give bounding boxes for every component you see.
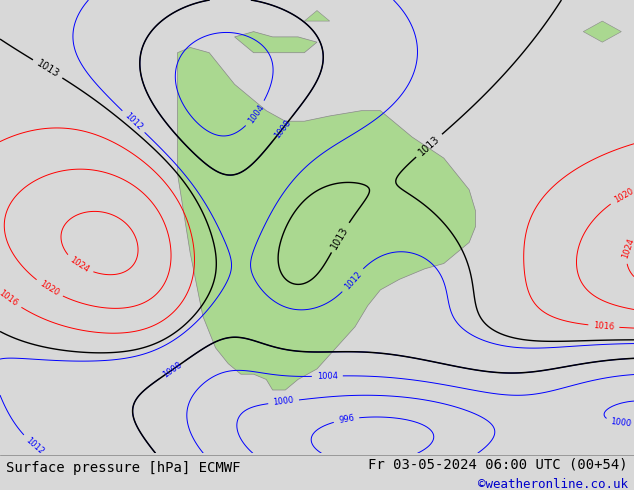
Text: 1013: 1013 <box>417 134 441 157</box>
Text: 1016: 1016 <box>593 321 615 332</box>
Text: ©weatheronline.co.uk: ©weatheronline.co.uk <box>477 478 628 490</box>
Text: 1020: 1020 <box>612 186 634 205</box>
Text: 1013: 1013 <box>330 224 351 250</box>
Polygon shape <box>583 21 621 42</box>
Text: 1024: 1024 <box>68 255 91 274</box>
Polygon shape <box>235 32 317 53</box>
Text: Surface pressure [hPa] ECMWF: Surface pressure [hPa] ECMWF <box>6 461 241 475</box>
Text: 1020: 1020 <box>38 279 61 298</box>
Text: 1004: 1004 <box>317 371 338 381</box>
Text: 1008: 1008 <box>161 360 183 380</box>
Polygon shape <box>178 48 476 390</box>
Text: 1012: 1012 <box>123 111 144 132</box>
Text: 1004: 1004 <box>246 102 266 125</box>
Text: 1000: 1000 <box>611 417 632 428</box>
Text: 1024: 1024 <box>621 237 634 260</box>
Text: Fr 03-05-2024 06:00 UTC (00+54): Fr 03-05-2024 06:00 UTC (00+54) <box>368 458 628 471</box>
Text: 1000: 1000 <box>273 396 295 407</box>
Text: 1013: 1013 <box>35 58 61 79</box>
Text: 1012: 1012 <box>24 436 46 456</box>
Text: 1016: 1016 <box>0 289 20 309</box>
Polygon shape <box>304 11 330 21</box>
Text: 1008: 1008 <box>273 118 292 140</box>
Text: 1012: 1012 <box>342 270 363 291</box>
Text: 996: 996 <box>338 414 355 425</box>
